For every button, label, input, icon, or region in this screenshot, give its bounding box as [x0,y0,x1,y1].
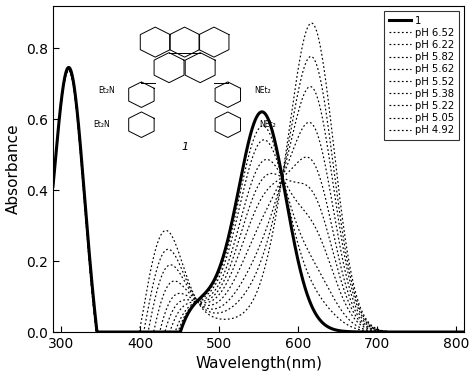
Legend: 1, pH 6.52, pH 6.22, pH 5.82, pH 5.62, pH 5.52, pH 5.38, pH 5.22, pH 5.05, pH 4.: 1, pH 6.52, pH 6.22, pH 5.82, pH 5.62, p… [384,11,459,140]
Y-axis label: Absorbance: Absorbance [6,124,20,214]
X-axis label: Wavelength(nm): Wavelength(nm) [195,356,322,371]
